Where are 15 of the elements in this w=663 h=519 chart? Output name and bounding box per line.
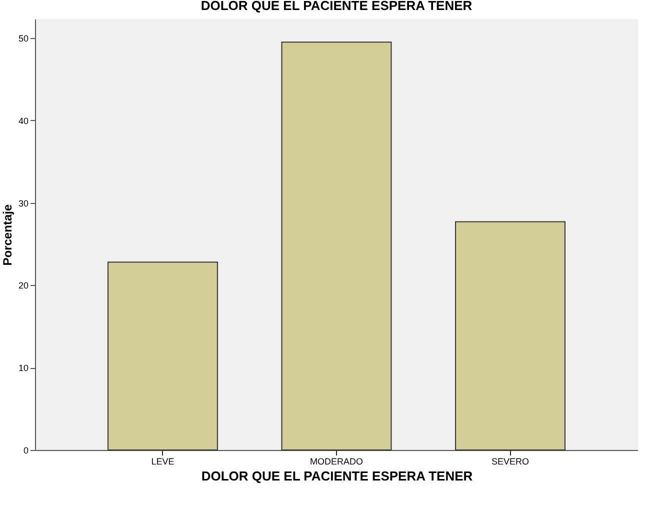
x-axis-title: DOLOR QUE EL PACIENTE ESPERA TENER — [201, 468, 474, 484]
x-tick-label: SEVERO — [492, 456, 530, 466]
y-tick-label: 20 — [18, 280, 28, 291]
y-tick-label: 40 — [18, 116, 28, 126]
bar — [455, 221, 566, 450]
x-tick-label: MODERADO — [310, 456, 364, 466]
x-tick-label: LEVE — [151, 456, 174, 466]
chart-title: DOLOR QUE EL PACIENTE ESPERA TENER — [200, 0, 473, 13]
y-tick-label: 30 — [18, 198, 28, 208]
y-axis-title: Porcentaje — [0, 204, 14, 266]
bar — [281, 42, 392, 450]
y-tick-label: 10 — [18, 363, 28, 374]
y-tick-label: 0 — [23, 446, 28, 456]
y-tick-label: 50 — [18, 33, 28, 44]
bar — [107, 262, 218, 450]
